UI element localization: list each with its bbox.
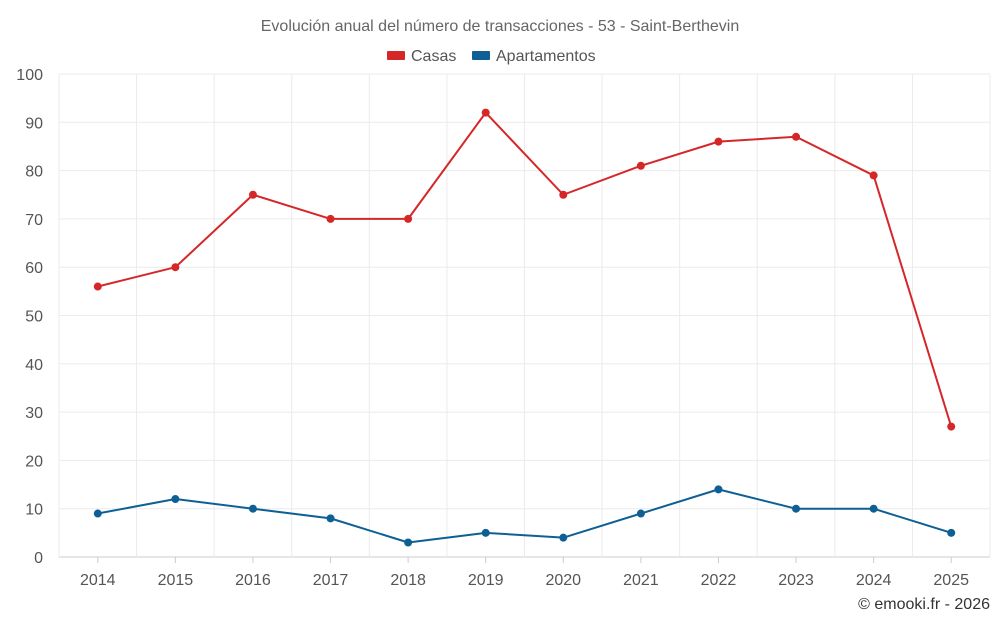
x-axis-ticks: 2014 2015 2016 2017 2018 2019 2020 2021 2022 2023… <box>80 557 969 589</box>
x-tick-label: 2016 <box>235 572 271 589</box>
series-line-casas <box>97 111 953 427</box>
data-point-casas[interactable] <box>481 108 490 117</box>
data-point-casas[interactable] <box>636 161 645 170</box>
y-tick-label: 50 <box>25 309 43 326</box>
data-point-apartamentos[interactable] <box>248 504 257 513</box>
data-point-casas[interactable] <box>404 214 413 223</box>
legend-item-apartamentos[interactable]: Apartamentos <box>472 48 596 65</box>
y-tick-label: 70 <box>25 212 43 229</box>
legend-swatch-casas <box>387 51 405 60</box>
data-point-apartamentos[interactable] <box>636 509 645 518</box>
y-tick-label: 60 <box>25 260 43 277</box>
y-tick-label: 10 <box>25 502 43 519</box>
data-point-apartamentos[interactable] <box>326 514 335 523</box>
legend-label-casas: Casas <box>411 48 456 65</box>
legend: Casas Apartamentos <box>387 48 596 65</box>
y-tick-label: 90 <box>25 115 43 132</box>
credit-text: © emooki.fr - 2026 <box>858 596 990 613</box>
y-tick-label: 20 <box>25 453 43 470</box>
x-tick-label: 2024 <box>856 572 892 589</box>
x-tick-label: 2022 <box>701 572 737 589</box>
y-axis-ticks: 0 10 20 30 40 50 60 70 80 90 100 <box>16 67 43 567</box>
series-line-apartamentos <box>97 488 952 544</box>
x-tick-label: 2017 <box>313 572 349 589</box>
data-point-apartamentos[interactable] <box>792 504 801 513</box>
data-point-apartamentos[interactable] <box>559 533 568 542</box>
x-tick-label: 2019 <box>468 572 504 589</box>
series <box>93 108 956 547</box>
y-tick-label: 80 <box>25 164 43 181</box>
data-point-apartamentos[interactable] <box>481 528 490 537</box>
grid <box>58 73 991 558</box>
y-tick-label: 100 <box>16 67 43 84</box>
data-point-casas[interactable] <box>248 190 257 199</box>
y-tick-label: 40 <box>25 357 43 374</box>
data-point-apartamentos[interactable] <box>714 485 723 494</box>
data-point-apartamentos[interactable] <box>171 495 180 504</box>
x-tick-label: 2015 <box>158 572 194 589</box>
y-tick-label: 30 <box>25 405 43 422</box>
data-point-apartamentos[interactable] <box>404 538 413 547</box>
data-point-casas[interactable] <box>869 171 878 180</box>
series-casas <box>93 108 956 431</box>
y-tick-label: 0 <box>34 550 43 567</box>
data-point-casas[interactable] <box>93 282 102 291</box>
data-point-casas[interactable] <box>326 214 335 223</box>
data-point-casas[interactable] <box>171 263 180 272</box>
data-point-casas[interactable] <box>714 137 723 146</box>
x-tick-label: 2014 <box>80 572 116 589</box>
data-point-casas[interactable] <box>559 190 568 199</box>
x-tick-label: 2018 <box>390 572 426 589</box>
data-point-apartamentos[interactable] <box>869 504 878 513</box>
x-tick-label: 2025 <box>933 572 969 589</box>
x-tick-label: 2021 <box>623 572 659 589</box>
x-tick-label: 2023 <box>778 572 814 589</box>
legend-item-casas[interactable]: Casas <box>387 48 456 65</box>
legend-swatch-apartamentos <box>472 51 490 60</box>
data-point-apartamentos[interactable] <box>947 528 956 537</box>
legend-label-apartamentos: Apartamentos <box>496 48 596 65</box>
data-point-apartamentos[interactable] <box>93 509 102 518</box>
data-point-casas[interactable] <box>792 132 801 141</box>
x-tick-label: 2020 <box>545 572 581 589</box>
data-point-casas[interactable] <box>947 422 956 431</box>
series-apartamentos <box>93 485 956 547</box>
chart-title: Evolución anual del número de transaccio… <box>261 18 740 35</box>
